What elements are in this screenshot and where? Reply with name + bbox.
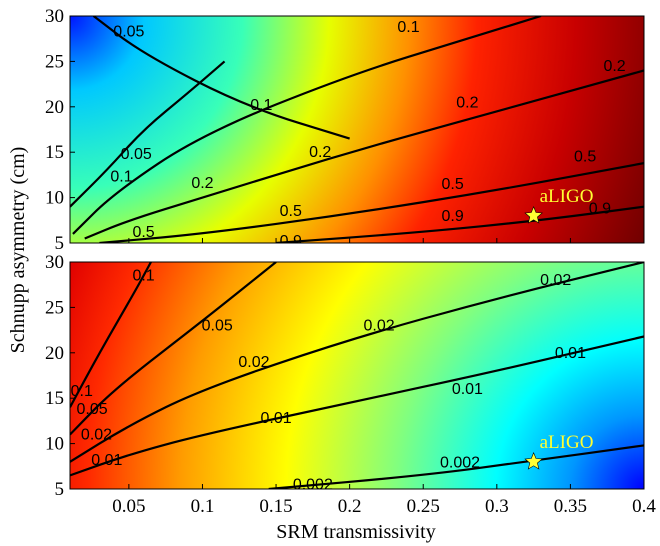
contour-label: 0.9 bbox=[280, 233, 302, 250]
y-tick-label: 15 bbox=[45, 388, 64, 409]
contour-label: 0.02 bbox=[81, 427, 112, 444]
x-tick-label: 0.4 bbox=[632, 496, 656, 517]
x-tick-label: 0.15 bbox=[259, 496, 292, 517]
contour-label: 0.01 bbox=[452, 381, 483, 398]
contour-label: 0.05 bbox=[77, 401, 108, 418]
axes-frame bbox=[69, 261, 645, 490]
aligo-marker-label: aLIGO bbox=[540, 186, 594, 207]
y-tick-label: 25 bbox=[45, 51, 64, 72]
x-tick-label: 0.35 bbox=[554, 496, 587, 517]
contour-label: 0.01 bbox=[555, 345, 586, 362]
contour-label: 0.01 bbox=[260, 410, 291, 427]
contour-label: 0.02 bbox=[540, 272, 571, 289]
y-tick-label: 20 bbox=[45, 343, 64, 364]
contour-label: 0.2 bbox=[309, 144, 331, 161]
contour-line-0.05 bbox=[70, 60, 226, 208]
contour-label: 0.1 bbox=[397, 19, 419, 36]
contour-label: 0.1 bbox=[132, 268, 154, 285]
contour-label: 0.5 bbox=[574, 149, 596, 166]
contour-label: 0.1 bbox=[250, 97, 272, 114]
contour-line-0.02 bbox=[70, 262, 644, 463]
contour-label: 0.02 bbox=[364, 318, 395, 335]
y-tick-label: 25 bbox=[45, 297, 64, 318]
contour-group: 0.10.10.050.050.020.020.020.020.010.010.… bbox=[70, 262, 644, 493]
x-tick-label: 0.2 bbox=[338, 496, 362, 517]
contour-line-0.5 bbox=[99, 162, 644, 243]
contour-label: 0.002 bbox=[440, 455, 480, 472]
contour-label: 0.5 bbox=[132, 224, 154, 241]
contour-label: 0.2 bbox=[603, 58, 625, 75]
y-tick-label: 10 bbox=[45, 434, 64, 455]
contour-label: 0.9 bbox=[589, 200, 611, 217]
x-tick-label: 0.3 bbox=[485, 496, 509, 517]
heatmap-field bbox=[70, 262, 644, 489]
contour-label: 0.01 bbox=[91, 452, 122, 469]
contour-label: 0.9 bbox=[442, 208, 464, 225]
contour-line-0.01 bbox=[70, 335, 644, 477]
y-tick-label: 15 bbox=[45, 142, 64, 163]
contour-label: 0.05 bbox=[202, 318, 233, 335]
x-tick-label: 0.1 bbox=[191, 496, 215, 517]
aligo-marker-label: aLIGO bbox=[540, 432, 594, 453]
contour-label: 0.02 bbox=[238, 354, 269, 371]
contour-group: 0.05 0.05 0.1 0.1 0.1 0.2 0.2 0.2 0.2 0.5 0.5 0.5 0.… bbox=[70, 16, 644, 250]
y-tick-label: 5 bbox=[55, 233, 65, 254]
contour-line-0.9 bbox=[275, 205, 644, 243]
x-axis-label: SRM transmissivity bbox=[276, 521, 435, 543]
contour-label: 0.002 bbox=[293, 476, 333, 493]
contour-label: 0.1 bbox=[71, 383, 93, 400]
contour-label: 0.5 bbox=[442, 176, 464, 193]
contour-label: 0.2 bbox=[191, 175, 213, 192]
y-tick-label: 30 bbox=[45, 6, 64, 27]
x-tick-label: 0.25 bbox=[407, 496, 440, 517]
y-tick-label: 5 bbox=[55, 479, 65, 500]
aligo-star-marker bbox=[524, 206, 543, 224]
axes-frame bbox=[69, 15, 645, 244]
aligo-star-marker bbox=[524, 452, 543, 470]
y-tick-label: 20 bbox=[45, 97, 64, 118]
y-axis-label: Schnupp asymmetry (cm) bbox=[7, 147, 29, 354]
contour-line-0.1 bbox=[70, 262, 152, 408]
x-tick-label: 0.05 bbox=[112, 496, 145, 517]
panel-top: 0.05 0.05 0.1 0.1 0.1 0.2 0.2 0.2 0.2 0.5 0.5 0.5 0.… bbox=[45, 6, 645, 254]
panels: 0.050.050.10.10.10.20.20.20.20.50.50.50.… bbox=[45, 6, 656, 517]
contour-label: 0.1 bbox=[110, 169, 132, 186]
contour-label: 0.05 bbox=[121, 146, 152, 163]
contour-label: 0.05 bbox=[113, 23, 144, 40]
contour-label: 0.2 bbox=[456, 94, 478, 111]
contour-line-0.05 bbox=[70, 262, 277, 436]
contour-line-0.1 bbox=[72, 16, 542, 235]
y-tick-label: 30 bbox=[45, 252, 64, 273]
heatmap-field bbox=[70, 16, 644, 243]
panel-bottom: 0.10.10.050.050.020.020.020.020.010.010.… bbox=[45, 252, 656, 517]
contour-line-0.2 bbox=[84, 69, 644, 240]
contour-label: 0.5 bbox=[280, 203, 302, 220]
y-tick-label: 10 bbox=[45, 188, 64, 209]
